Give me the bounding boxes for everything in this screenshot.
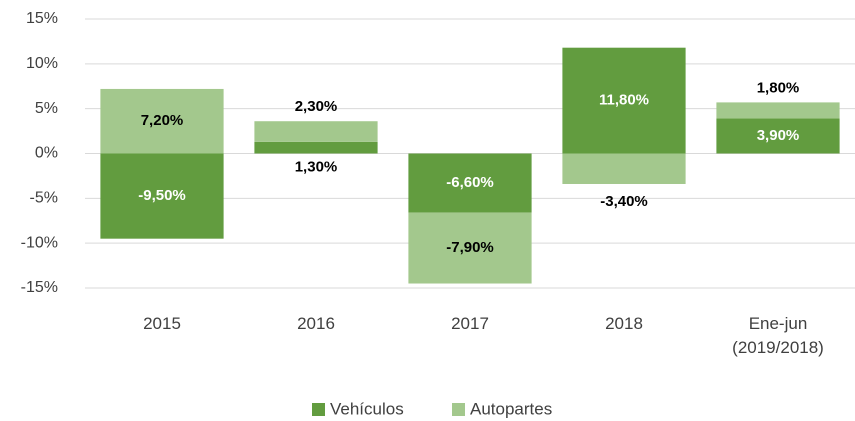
legend-swatch [312, 403, 325, 416]
x-tick-label: 2015 [143, 314, 181, 333]
bar-segment [716, 102, 840, 119]
value-label: 1,80% [757, 79, 800, 96]
x-tick-label: 2018 [605, 314, 643, 333]
y-tick-label: 15% [26, 10, 58, 27]
x-tick-label: 2017 [451, 314, 489, 333]
value-label: -6,60% [446, 174, 494, 191]
value-label: 11,80% [599, 92, 649, 109]
y-tick-label: 5% [35, 100, 58, 117]
value-label: 2,30% [295, 98, 338, 115]
y-tick-label: -15% [21, 279, 58, 296]
x-tick-label: 2016 [297, 314, 335, 333]
y-tick-label: -5% [30, 190, 58, 207]
y-tick-label: -10% [21, 234, 58, 251]
bar-segment [254, 141, 378, 154]
bar-segment [716, 118, 840, 154]
y-tick-label: 0% [35, 145, 58, 162]
value-label: -9,50% [138, 187, 186, 204]
value-label: -3,40% [600, 193, 648, 210]
bar-segment [562, 47, 686, 154]
y-tick-label: 10% [26, 55, 58, 72]
value-label: 3,90% [757, 127, 800, 144]
x-tick-label: Ene-jun (2019/2018) [732, 314, 824, 357]
value-label: -7,90% [446, 239, 494, 256]
bar-segment [254, 121, 378, 142]
bar-segment [100, 153, 224, 239]
bar-segment [408, 212, 532, 284]
value-label: 1,30% [295, 158, 338, 175]
legend-swatch [452, 403, 465, 416]
bar-segment [100, 88, 224, 154]
bar-segment [408, 153, 532, 213]
value-label: 7,20% [141, 112, 184, 129]
legend-label: Vehículos [330, 399, 404, 418]
legend-label: Autopartes [470, 399, 552, 418]
bar-segment [562, 153, 686, 184]
